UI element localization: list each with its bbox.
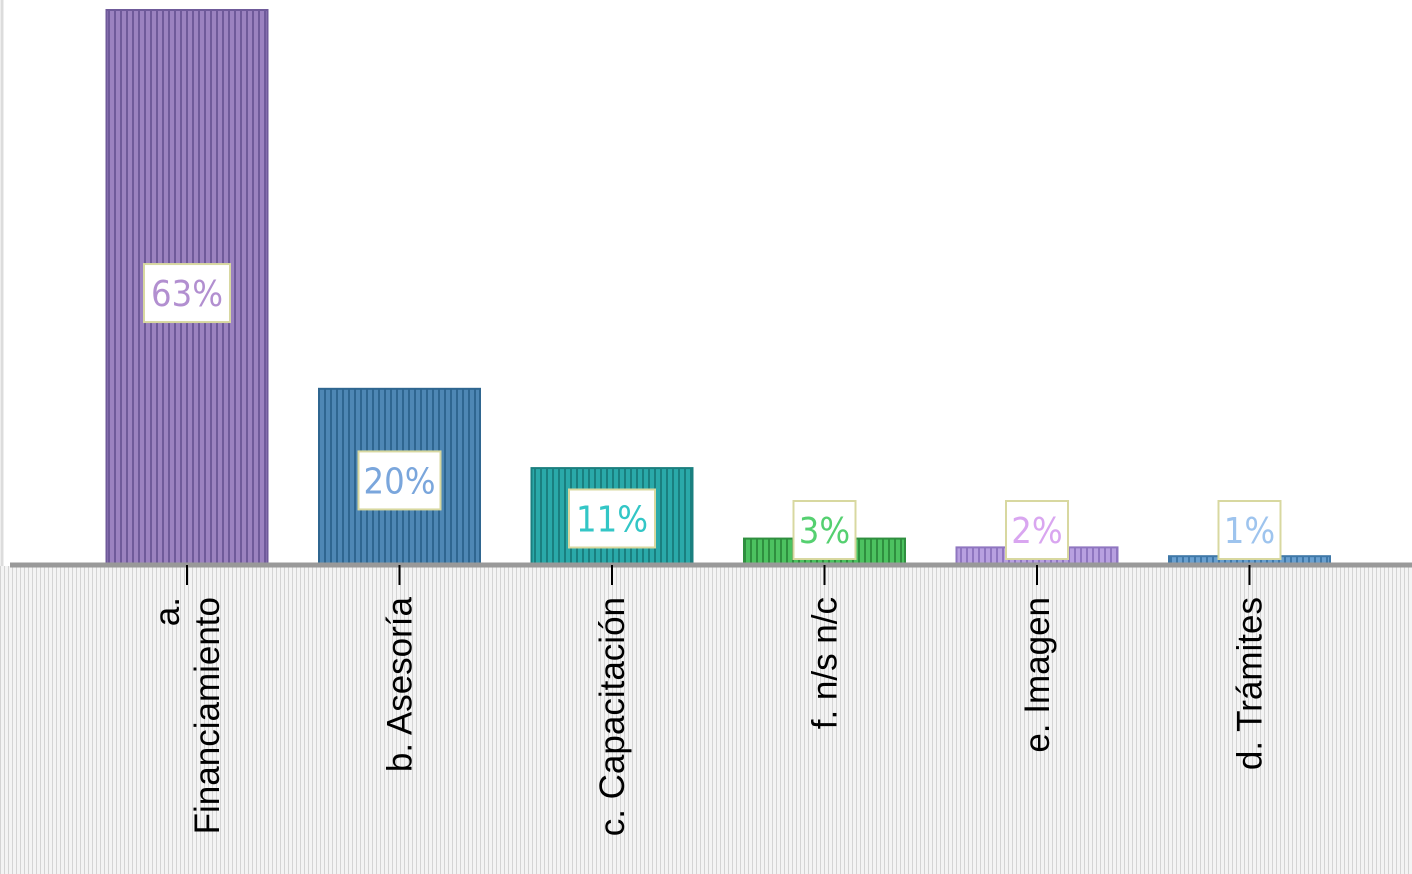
data-label-4: 3% [792,500,857,560]
category-label-4: f. n/s n/c [806,597,845,729]
data-label-2: 20% [357,450,442,511]
category-axis-band [0,566,1412,874]
x-ticks-group [186,565,1251,585]
category-label-1-line-1: a. [148,597,187,626]
data-label-5: 2% [1005,500,1069,560]
data-label-text-4: 3% [799,511,850,552]
data-labels-group: 63% 20% 11% 3% 2% 1% [143,263,1282,560]
data-label-text-1: 63% [151,274,223,315]
data-label-text-6: 1% [1224,511,1275,552]
data-label-6: 1% [1217,500,1282,560]
data-label-3: 11% [568,488,656,549]
category-labels-group: a. Financiamiento b. Asesoría c. Capacitaci… [148,596,1270,836]
data-label-1: 63% [143,263,231,324]
data-label-text-5: 2% [1011,511,1062,552]
data-label-text-3: 11% [576,499,648,540]
data-label-text-2: 20% [364,461,436,502]
category-label-6: d. Trámites [1231,597,1270,770]
category-label-5: e. Imagen [1018,597,1057,753]
category-label-2: b. Asesoría [381,596,420,772]
category-label-1-line-2: Financiamiento [188,597,227,834]
category-label-3: c. Capacitación [593,597,632,836]
